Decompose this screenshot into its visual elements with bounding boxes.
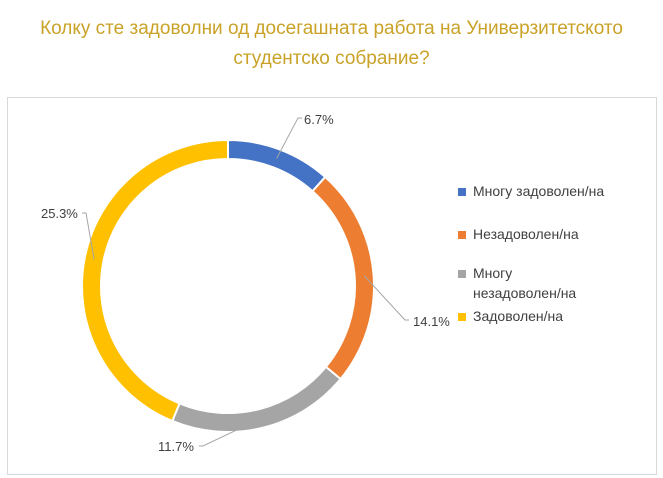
data-label-задоволен-на: 25.3% (41, 206, 78, 221)
chart-title-line-2: студентско собрание? (233, 48, 430, 69)
legend-label-задоволен-на: Задоволен/на (473, 308, 563, 324)
donut-slice-многу-задоволен-на (227, 138, 327, 193)
data-label-незадоволен-на: 14.1% (413, 314, 450, 329)
chart-title-line-1: Колку сте задоволни од досегашната работ… (40, 18, 623, 39)
donut-slice-незадоволен-на (311, 175, 375, 381)
legend-label-многу-незадоволен-на: Многу незадоволен/на (473, 265, 576, 301)
leader-line-задоволен-на (82, 212, 95, 260)
leader-line-многу-задоволен-на (276, 117, 302, 159)
legend-label-незадоволен-на: Незадоволен/на (473, 226, 579, 242)
legend-label-многу-задоволен-на: Многу задоволен/на (473, 183, 604, 199)
data-label-многу-незадоволен-на: 11.7% (158, 439, 194, 454)
legend-swatch-задоволен-на (458, 313, 466, 321)
data-label-многу-задоволен-на: 6.7% (304, 112, 334, 127)
legend-swatch-многу-задоволен-на (458, 188, 466, 196)
legend-swatch-незадоволен-на (458, 231, 466, 239)
legend-swatch-многу-незадоволен-на (458, 270, 466, 278)
leader-line-незадоволен-на (363, 275, 409, 321)
donut-slice-задоволен-на (81, 138, 229, 423)
leader-line-многу-незадоволен-на (199, 417, 262, 447)
donut-slice-многу-незадоволен-на (171, 365, 342, 433)
chart-title: Колку сте задоволни од досегашната работ… (0, 14, 663, 74)
chart-frame (7, 97, 657, 475)
